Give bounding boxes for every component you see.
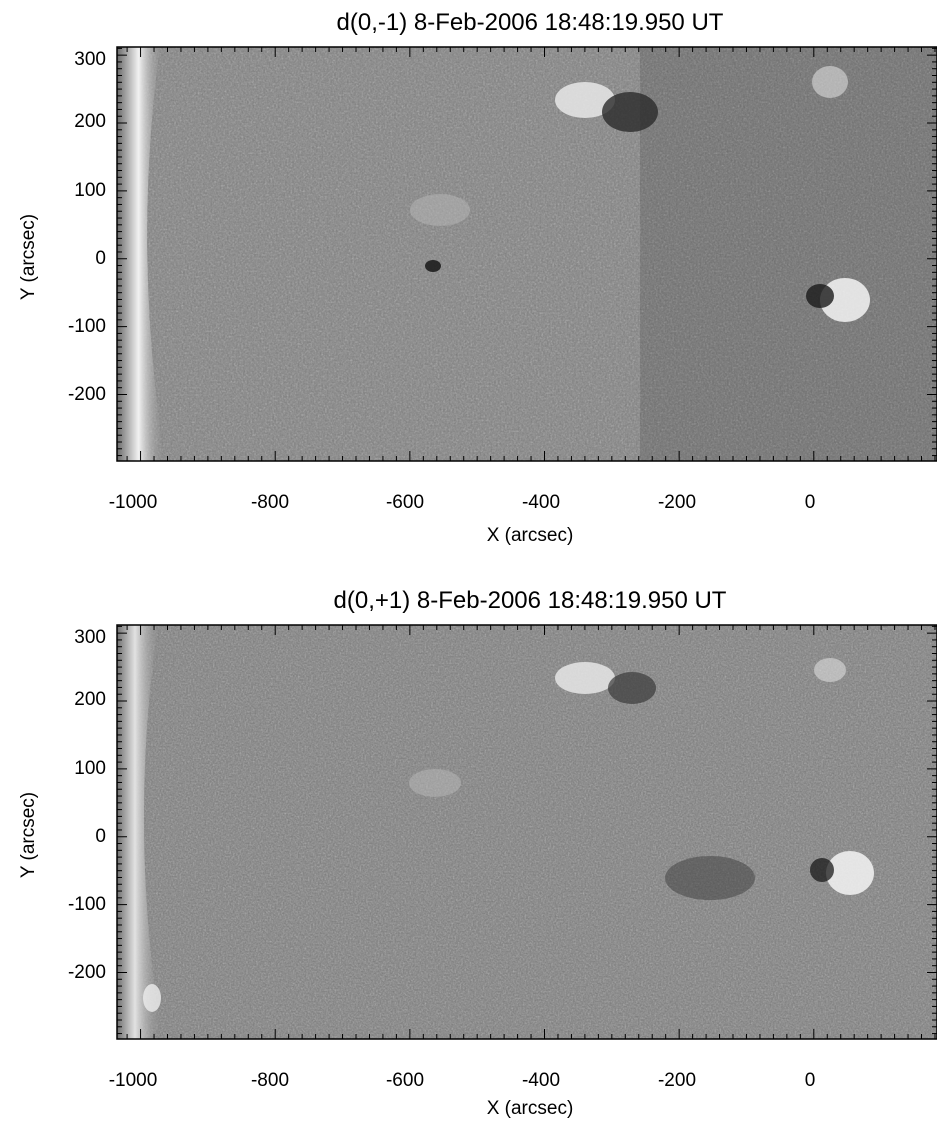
y-tick-label: 100 bbox=[74, 758, 106, 779]
bottom-panel: d(0,+1) 8-Feb-2006 18:48:19.950 UT 300 2… bbox=[0, 578, 937, 1125]
solar-image bbox=[117, 47, 937, 461]
panel-title: d(0,+1) 8-Feb-2006 18:48:19.950 UT bbox=[334, 587, 727, 614]
axis-ticks bbox=[117, 625, 937, 1039]
top-figure: d(0,-1) 8-Feb-2006 18:48:19.950 UT 300 2… bbox=[18, 9, 937, 546]
solar-image bbox=[117, 625, 937, 1039]
x-tick-label: -400 bbox=[522, 492, 560, 513]
y-tick-labels: 300 200 100 0 -100 -200 bbox=[68, 49, 106, 405]
y-tick-label: 100 bbox=[74, 180, 106, 201]
solar-limb bbox=[117, 625, 162, 1039]
active-region bbox=[602, 92, 658, 132]
bottom-figure: d(0,+1) 8-Feb-2006 18:48:19.950 UT 300 2… bbox=[18, 587, 937, 1119]
x-tick-labels: -1000 -800 -600 -400 -200 0 bbox=[109, 492, 816, 513]
plot-frame bbox=[116, 46, 937, 462]
y-tick-label: 0 bbox=[95, 826, 106, 847]
y-tick-label: 200 bbox=[74, 111, 106, 132]
active-region bbox=[608, 672, 656, 704]
bright-region bbox=[826, 851, 874, 895]
x-tick-label: -400 bbox=[522, 1070, 560, 1091]
y-tick-label: 0 bbox=[95, 248, 106, 269]
y-tick-label: 200 bbox=[74, 689, 106, 710]
bright-loop bbox=[555, 82, 615, 118]
solar-limb bbox=[117, 47, 165, 461]
y-tick-label: -200 bbox=[68, 384, 106, 405]
x-tick-label: -800 bbox=[251, 1070, 289, 1091]
x-tick-label: 0 bbox=[805, 492, 816, 513]
axis-ticks bbox=[117, 47, 937, 461]
x-tick-label: -200 bbox=[658, 492, 696, 513]
x-tick-label: -800 bbox=[251, 492, 289, 513]
y-tick-label: -100 bbox=[68, 894, 106, 915]
y-tick-labels: 300 200 100 0 -100 -200 bbox=[68, 627, 106, 983]
y-tick-label: -100 bbox=[68, 316, 106, 337]
bright-loop bbox=[555, 662, 615, 694]
panel-title: d(0,-1) 8-Feb-2006 18:48:19.950 UT bbox=[337, 9, 724, 36]
y-tick-label: -200 bbox=[68, 962, 106, 983]
top-panel: d(0,-1) 8-Feb-2006 18:48:19.950 UT 300 2… bbox=[0, 0, 937, 560]
x-tick-labels: -1000 -800 -600 -400 -200 0 bbox=[109, 1070, 816, 1091]
bright-region bbox=[820, 278, 870, 322]
x-tick-label: -600 bbox=[386, 492, 424, 513]
y-tick-label: 300 bbox=[74, 627, 106, 648]
y-axis-label: Y (arcsec) bbox=[18, 214, 39, 300]
plot-frame bbox=[116, 624, 937, 1040]
x-axis-label: X (arcsec) bbox=[487, 525, 574, 546]
x-tick-label: -200 bbox=[658, 1070, 696, 1091]
x-tick-label: -1000 bbox=[109, 1070, 158, 1091]
x-tick-label: -600 bbox=[386, 1070, 424, 1091]
x-tick-label: 0 bbox=[805, 1070, 816, 1091]
x-tick-label: -1000 bbox=[109, 492, 158, 513]
y-axis-label: Y (arcsec) bbox=[18, 792, 39, 878]
x-axis-label: X (arcsec) bbox=[487, 1098, 574, 1119]
y-tick-label: 300 bbox=[74, 49, 106, 70]
